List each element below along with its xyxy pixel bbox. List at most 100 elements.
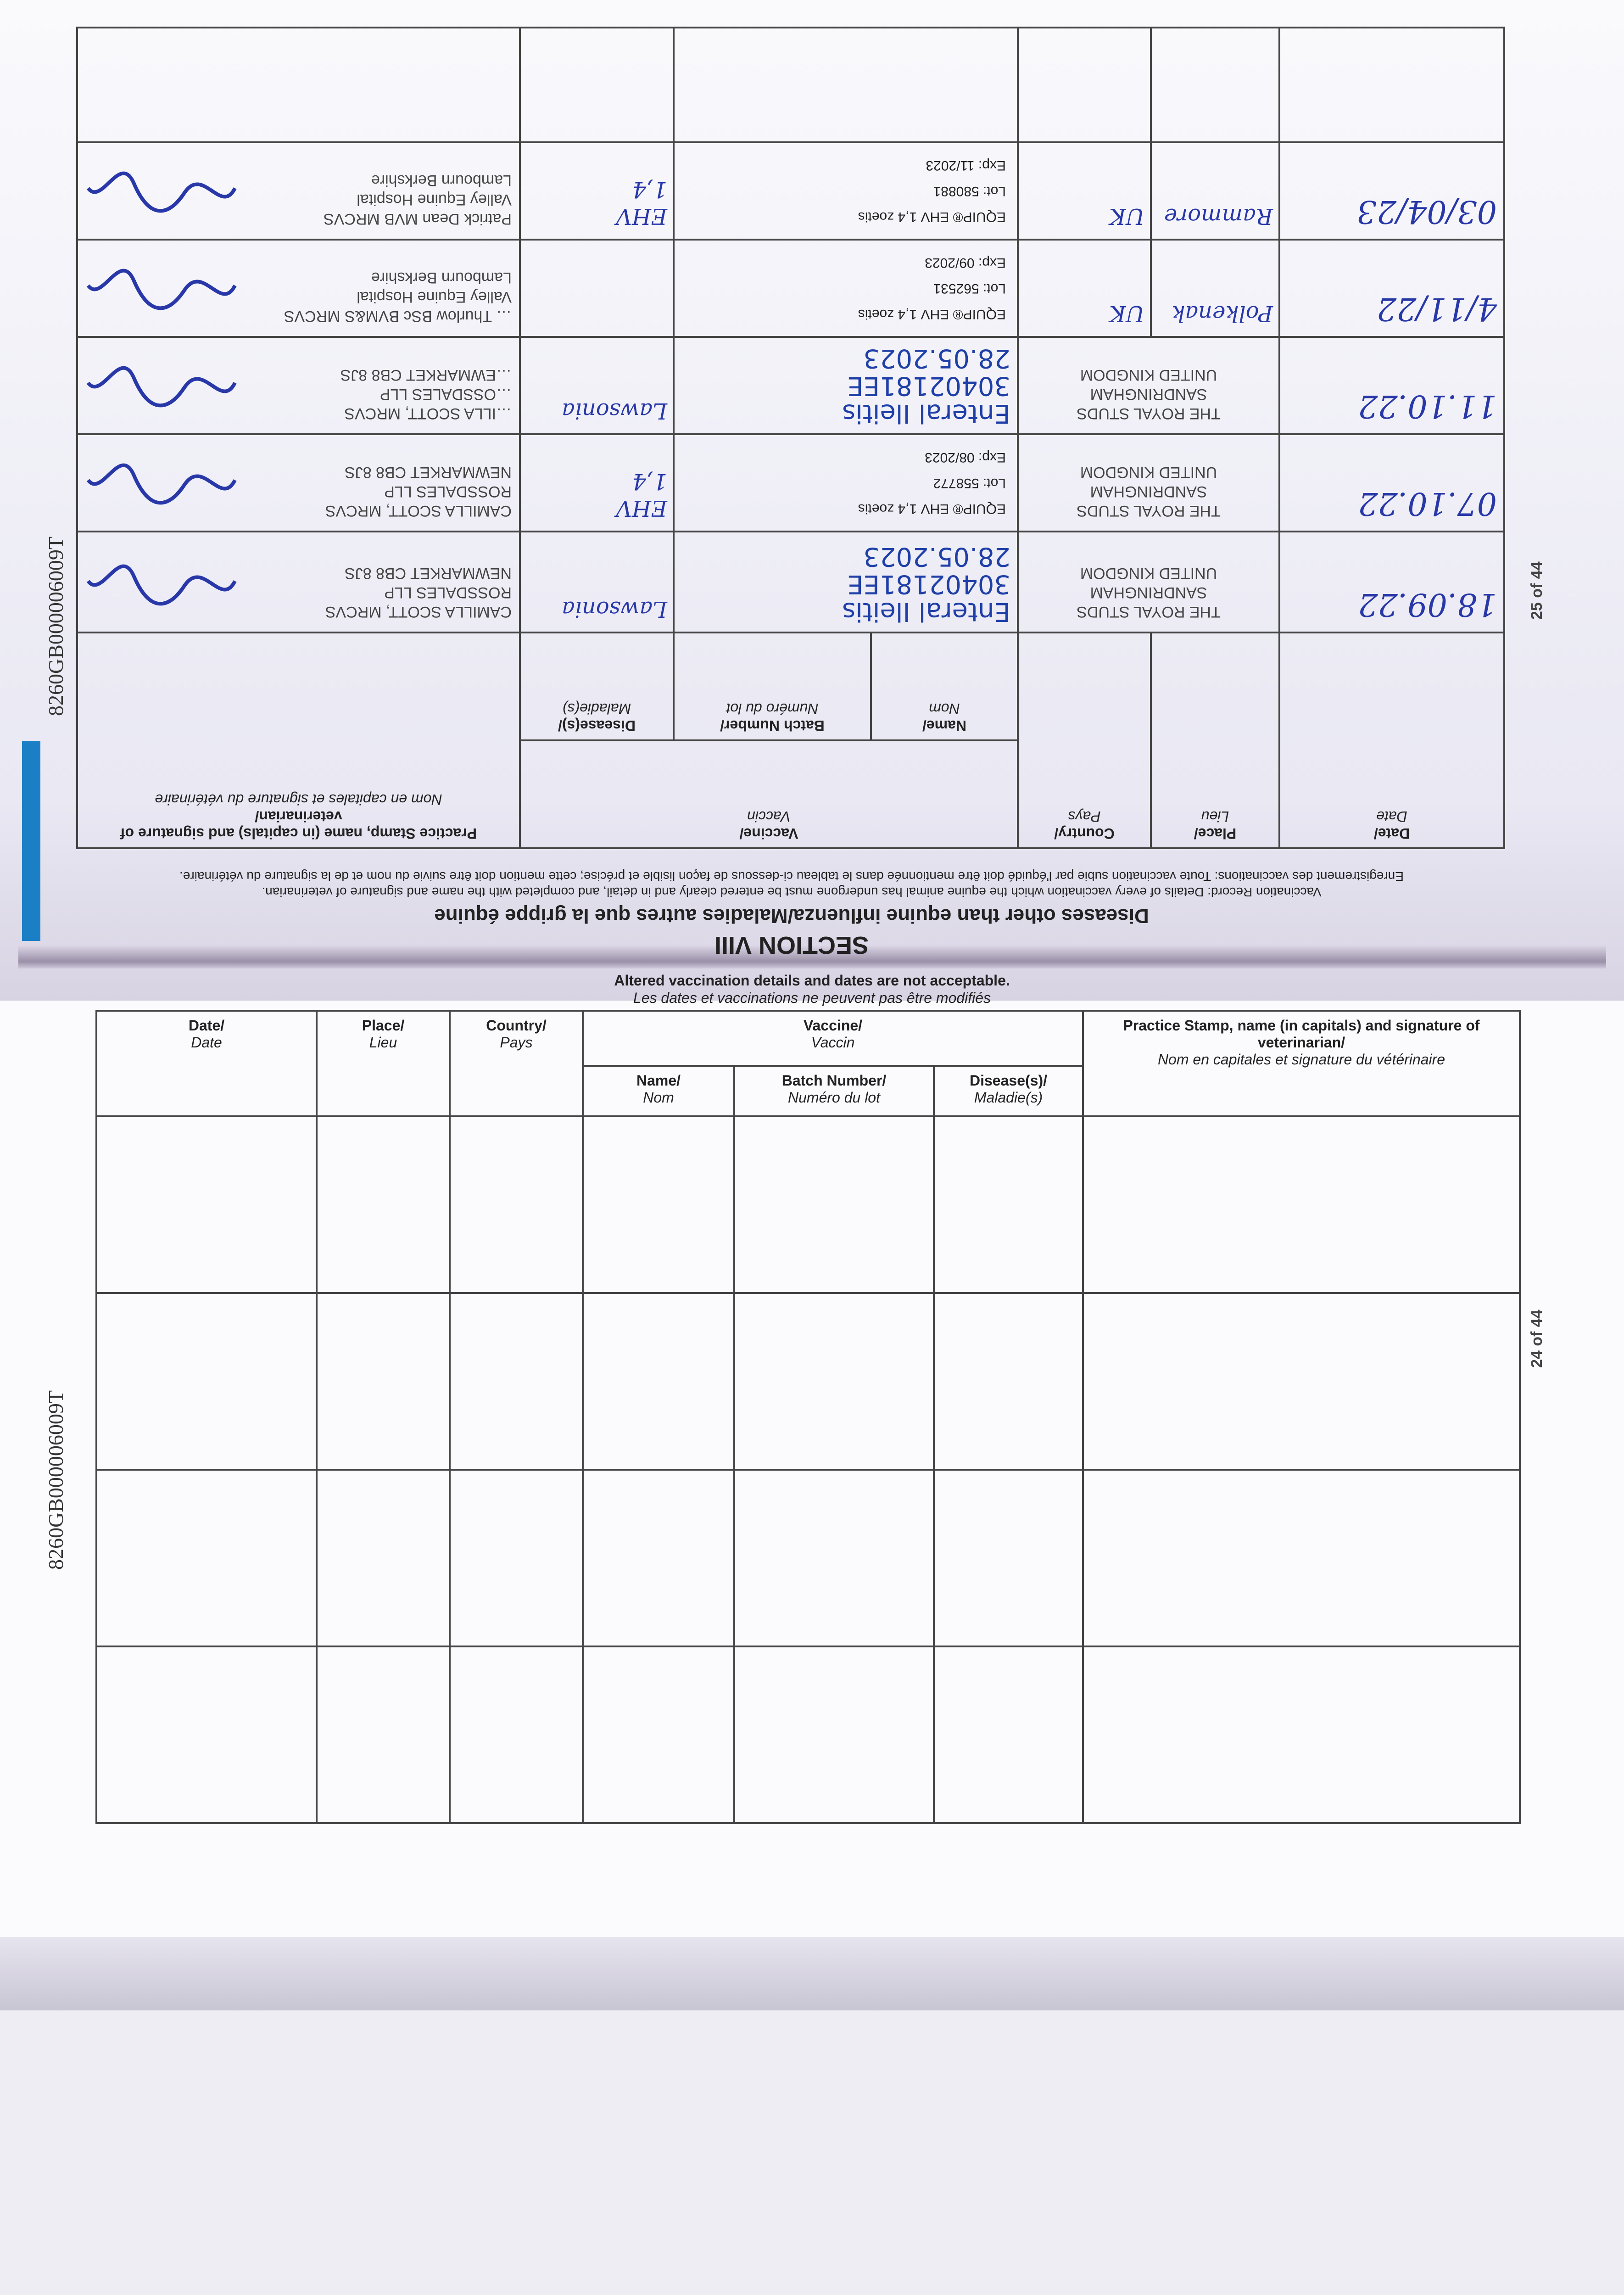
empty-cell[interactable] — [933, 1292, 1084, 1471]
cell-disease: EHV 1,4 — [520, 434, 674, 532]
empty-cell[interactable] — [733, 1469, 935, 1647]
header-disease-fr: Maladie(s) — [562, 700, 631, 717]
header-name-fr: Nom — [643, 1089, 674, 1106]
header-batch-fr: Numéro du lot — [788, 1089, 880, 1106]
passport-number-lower: 8260GB000006009T — [44, 1390, 67, 1570]
cell-practice-stamp: …ILLA SCOTT, MRCVS …OSSDALES LLP …EWMARK… — [77, 337, 520, 434]
description-fr: Enregistrement des vaccinations: Toute v… — [179, 869, 1404, 884]
cell-practice-stamp: CAMILLA SCOTT, MRCVS ROSSDALES LLP NEWMA… — [77, 532, 520, 633]
empty-cell[interactable] — [449, 1115, 584, 1294]
header-place-en: Place/ — [1194, 825, 1237, 842]
header-vaccine: Vaccine/Vaccin — [582, 1010, 1084, 1067]
header-batch-en: Batch Number/ — [720, 717, 825, 734]
header-name: Name/Nom — [871, 633, 1018, 740]
empty-cell[interactable] — [933, 1115, 1084, 1294]
empty-cell[interactable] — [316, 1115, 451, 1294]
header-disease-en: Disease(s)/ — [970, 1072, 1047, 1089]
header-date-fr: Date — [1376, 808, 1407, 825]
empty-cell[interactable] — [582, 1469, 735, 1647]
cell-vaccine-label — [674, 28, 1018, 142]
empty-cell[interactable] — [933, 1646, 1084, 1824]
empty-cell[interactable] — [95, 1646, 318, 1824]
scanner-edge-band — [0, 1937, 1624, 2010]
cell-place-stamp: THE ROYAL STUDS SANDRINGHAM UNITED KINGD… — [1018, 337, 1279, 434]
cell-date: 11.10.22 — [1279, 337, 1504, 434]
header-date: Date/Date — [1279, 633, 1504, 848]
cell-date — [1279, 28, 1504, 142]
header-stamp: Practice Stamp, name (in capitals) and s… — [1082, 1010, 1521, 1117]
empty-cell[interactable] — [95, 1292, 318, 1471]
cell-date: 4/11/22 — [1279, 240, 1504, 337]
header-country-fr: Pays — [500, 1034, 533, 1051]
header-date-en: Date/ — [1373, 825, 1410, 842]
header-place: Place/Lieu — [1151, 633, 1279, 848]
empty-cell[interactable] — [1082, 1646, 1521, 1824]
header-disease-fr: Maladie(s) — [974, 1089, 1043, 1106]
description-en: Vaccination Record: Details of every vac… — [262, 885, 1322, 899]
cell-practice-stamp — [77, 28, 520, 142]
header-disease: Disease(s)/Maladie(s) — [933, 1065, 1084, 1117]
empty-cell[interactable] — [316, 1646, 451, 1824]
empty-cell[interactable] — [449, 1292, 584, 1471]
empty-cell[interactable] — [316, 1469, 451, 1647]
header-stamp-fr: Nom en capitales et signature du vétérin… — [1157, 1051, 1445, 1068]
header-vaccine-fr: Vaccin — [747, 808, 791, 825]
header-vaccine: Vaccine/Vaccin — [520, 740, 1018, 848]
cell-vaccine-label: EQUIP® EHV 1,4 zoetis Lot: 580881 Exp: 1… — [674, 142, 1018, 240]
empty-cell[interactable] — [1082, 1292, 1521, 1471]
empty-cell[interactable] — [316, 1292, 451, 1471]
cell-date: 03/04/23 — [1279, 142, 1504, 240]
table-row: 03/04/23 Rammore UK EQUIP® EHV 1,4 zoetis L… — [77, 142, 1504, 240]
cell-place-stamp: THE ROYAL STUDS SANDRINGHAM UNITED KINGD… — [1018, 434, 1279, 532]
cell-disease: Lawsonia — [520, 532, 674, 633]
vet-signature — [86, 564, 237, 606]
empty-cell[interactable] — [733, 1115, 935, 1294]
cell-practice-stamp: Patrick Dean MVB MRCVS Valley Equine Hos… — [77, 142, 520, 240]
header-country-fr: Pays — [1068, 808, 1101, 825]
empty-cell[interactable] — [1082, 1115, 1521, 1294]
empty-cell[interactable] — [733, 1292, 935, 1471]
header-disease: Disease(s)/Maladie(s) — [520, 633, 674, 740]
scanner-background — [0, 2010, 1624, 2295]
header-batch: Batch Number/Numéro du lot — [674, 633, 871, 740]
header-place-fr: Lieu — [1201, 808, 1229, 825]
empty-cell[interactable] — [582, 1646, 735, 1824]
header-stamp-en: Practice Stamp, name (in capitals) and s… — [1123, 1017, 1480, 1051]
cell-vaccine-handwritten: Enteral Ileitis 30402181EE 28.05.2023 — [674, 532, 1018, 633]
cell-date: 07.10.22 — [1279, 434, 1504, 532]
header-name-en: Name/ — [922, 717, 967, 734]
header-place: Place/Lieu — [316, 1010, 451, 1117]
header-place-fr: Lieu — [369, 1034, 397, 1051]
header-stamp: Practice Stamp, name (in capitals) and s… — [77, 633, 520, 848]
page-number-upper: 25 of 44 — [1528, 561, 1546, 620]
header-country-en: Country/ — [1054, 825, 1115, 842]
header-vaccine-fr: Vaccin — [811, 1034, 855, 1051]
header-name-en: Name/ — [636, 1072, 681, 1089]
header-vaccine-en: Vaccine/ — [803, 1017, 863, 1034]
vet-signature — [86, 171, 237, 213]
cell-country — [1018, 28, 1151, 142]
empty-cell[interactable] — [933, 1469, 1084, 1647]
empty-cell[interactable] — [582, 1115, 735, 1294]
cell-vaccine-label: EQUIP® EHV 1,4 zoetis Lot: 562531 Exp: 0… — [674, 240, 1018, 337]
notice-en: Altered vaccination details and dates ar… — [614, 972, 1010, 989]
header-date-en: Date/ — [188, 1017, 225, 1034]
empty-cell[interactable] — [95, 1469, 318, 1647]
cell-place — [1151, 28, 1279, 142]
table-row: 4/11/22 Polkenak UK EQUIP® EHV 1,4 zoetis L… — [77, 240, 1504, 337]
empty-cell[interactable] — [449, 1469, 584, 1647]
empty-cell[interactable] — [95, 1115, 318, 1294]
vet-signature — [86, 463, 237, 505]
empty-cell[interactable] — [449, 1646, 584, 1824]
cell-place: Rammore — [1151, 142, 1279, 240]
empty-cell[interactable] — [1082, 1469, 1521, 1647]
vet-signature — [86, 366, 237, 408]
empty-cell[interactable] — [582, 1292, 735, 1471]
header-name: Name/Nom — [582, 1065, 735, 1117]
table-row: 18.09.22 THE ROYAL STUDS SANDRINGHAM UNIT… — [77, 532, 1504, 633]
header-vaccine-en: Vaccine/ — [739, 825, 798, 842]
empty-cell[interactable] — [733, 1646, 935, 1824]
cell-practice-stamp: … Thurlow BSc BVM&S MRCVS Valley Equine … — [77, 240, 520, 337]
section-subtitle: Diseases other than equine influenza/Mal… — [434, 905, 1149, 927]
passport-number-upper: 8260GB000006009T — [44, 537, 67, 716]
